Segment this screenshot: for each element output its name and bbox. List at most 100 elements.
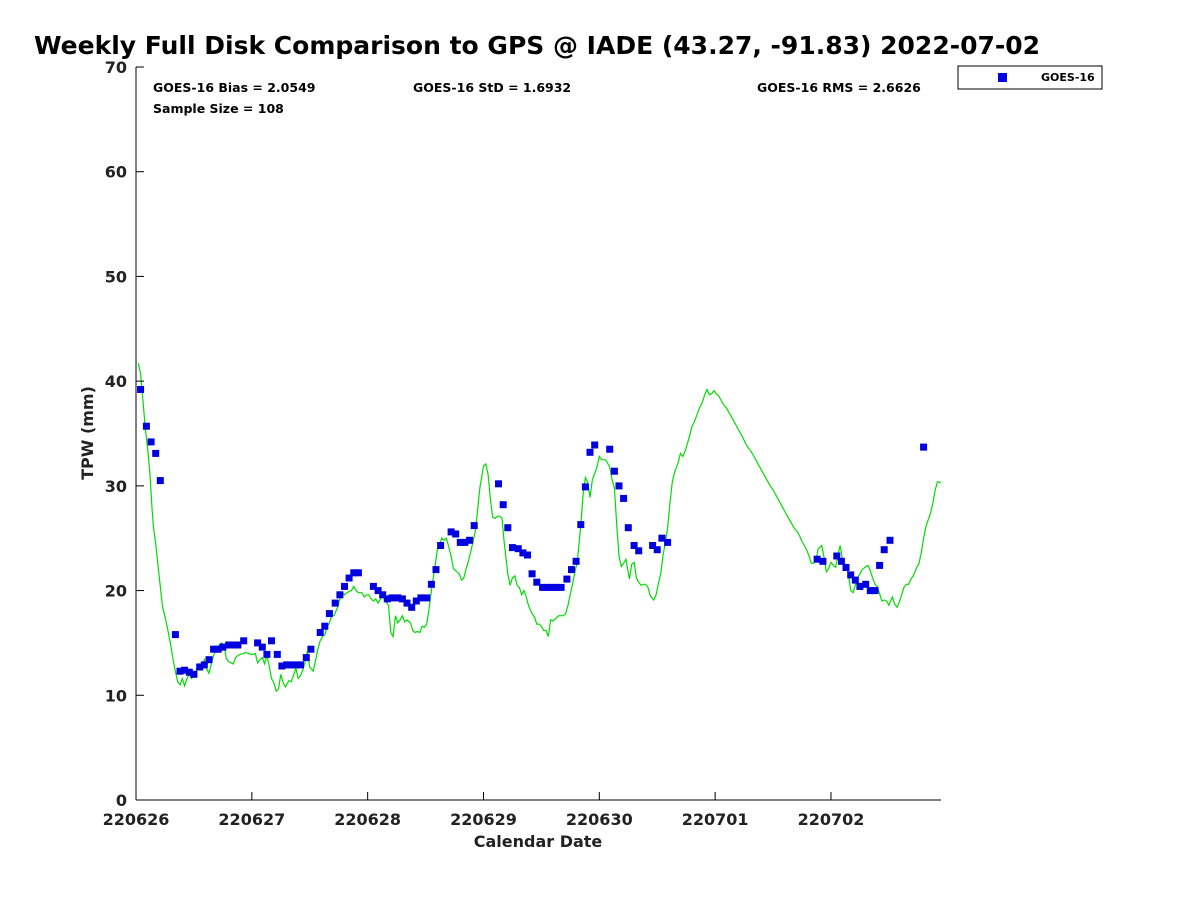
goes-data-point bbox=[383, 595, 391, 603]
y-axis: 0 10 20 30 40 50 60 70 bbox=[105, 58, 144, 810]
goes-data-point bbox=[876, 561, 884, 569]
goes-data-point bbox=[653, 546, 661, 554]
y-axis-label: TPW (mm) bbox=[78, 386, 97, 480]
goes-data-point bbox=[664, 538, 672, 546]
goes-data-point bbox=[514, 545, 522, 553]
goes-data-point bbox=[229, 641, 237, 649]
sample-size-annotation: Sample Size = 108 bbox=[153, 101, 284, 116]
goes-data-point bbox=[200, 661, 208, 669]
chart-title: Weekly Full Disk Comparison to GPS @ IAD… bbox=[34, 31, 1040, 60]
goes-data-point bbox=[524, 551, 531, 559]
goes-data-point bbox=[278, 662, 286, 670]
goes-data-point bbox=[456, 538, 464, 546]
goes-data-point bbox=[185, 668, 193, 676]
goes-data-point bbox=[847, 571, 855, 579]
goes-data-point bbox=[591, 441, 599, 449]
goes-data-point bbox=[427, 580, 435, 588]
goes-data-point bbox=[325, 610, 333, 618]
goes-data-point bbox=[341, 582, 348, 590]
goes-data-point bbox=[142, 422, 150, 430]
y-tick-label: 40 bbox=[105, 372, 127, 391]
goes-data-point bbox=[553, 583, 560, 591]
goes-data-point bbox=[181, 666, 189, 674]
goes-data-point bbox=[577, 521, 585, 529]
y-tick-label: 10 bbox=[105, 686, 127, 705]
goes-data-point bbox=[624, 524, 632, 532]
goes-data-point bbox=[606, 445, 614, 453]
goes-data-point bbox=[572, 557, 580, 565]
goes-data-point bbox=[461, 538, 469, 546]
goes-data-point bbox=[851, 576, 859, 584]
x-tick-label: 220628 bbox=[334, 810, 401, 829]
y-tick-label: 20 bbox=[105, 582, 127, 601]
goes-data-point bbox=[254, 639, 262, 647]
goes-data-point bbox=[214, 645, 222, 653]
goes-data-point bbox=[331, 599, 339, 607]
goes-data-point bbox=[388, 594, 396, 602]
goes-data-point bbox=[263, 650, 271, 658]
goes-data-point bbox=[258, 643, 266, 651]
goes-data-point bbox=[880, 546, 888, 554]
rms-annotation: GOES-16 RMS = 2.6626 bbox=[757, 80, 921, 95]
y-tick-label: 50 bbox=[105, 267, 127, 286]
goes-data-point bbox=[533, 578, 541, 586]
goes-data-point bbox=[234, 641, 242, 649]
goes-data-point bbox=[432, 566, 440, 574]
y-tick-label: 0 bbox=[116, 791, 127, 810]
goes-data-point bbox=[563, 575, 571, 583]
goes-data-point bbox=[819, 557, 827, 565]
goes-data-point bbox=[354, 569, 362, 577]
goes-data-point bbox=[287, 661, 295, 669]
goes-data-point bbox=[508, 544, 516, 552]
goes-data-point bbox=[297, 661, 304, 669]
goes-data-point bbox=[316, 629, 324, 636]
goes-data-point bbox=[171, 631, 179, 639]
goes-data-point bbox=[658, 534, 666, 542]
goes-data-point bbox=[292, 661, 300, 669]
goes-data-point bbox=[495, 480, 502, 488]
bias-annotation: GOES-16 Bias = 2.0549 bbox=[153, 80, 315, 95]
goes-data-point bbox=[225, 641, 233, 649]
goes-data-point bbox=[856, 582, 864, 590]
goes-data-point bbox=[813, 555, 821, 563]
legend-square-marker bbox=[998, 73, 1007, 82]
goes-data-point bbox=[190, 670, 198, 678]
goes-data-point bbox=[240, 637, 248, 645]
goes-data-point bbox=[615, 482, 623, 490]
goes-data-point bbox=[499, 501, 507, 509]
goes-data-point bbox=[837, 557, 845, 565]
y-tick-label: 30 bbox=[105, 477, 127, 496]
goes-data-point bbox=[630, 542, 638, 549]
goes-data-point bbox=[886, 536, 894, 544]
goes-data-point bbox=[833, 552, 841, 560]
goes-data-point bbox=[176, 667, 184, 675]
goes-data-point bbox=[519, 549, 527, 557]
goes-data-point bbox=[219, 643, 227, 651]
legend-label-goes: GOES-16 bbox=[1041, 71, 1095, 84]
gps-line bbox=[137, 363, 942, 693]
goes-data-point bbox=[210, 645, 218, 653]
goes-data-point bbox=[374, 587, 382, 595]
goes-data-point bbox=[620, 494, 628, 502]
goes-data-point bbox=[543, 583, 551, 591]
goes-data-point bbox=[862, 580, 870, 588]
goes-data-point bbox=[586, 448, 594, 456]
x-tick-label: 220629 bbox=[450, 810, 517, 829]
goes-data-point bbox=[417, 594, 425, 602]
gps-series bbox=[137, 363, 942, 693]
goes-data-point bbox=[205, 656, 213, 664]
goes-data-point bbox=[504, 524, 512, 532]
x-tick-label: 220627 bbox=[218, 810, 285, 829]
goes-data-point bbox=[447, 528, 455, 536]
goes-data-point bbox=[635, 547, 643, 555]
legend: GOES-16 bbox=[957, 65, 1103, 90]
x-tick-label: 220630 bbox=[566, 810, 633, 829]
plot-area bbox=[135, 67, 941, 801]
y-tick-label: 60 bbox=[105, 163, 127, 182]
goes-data-point bbox=[379, 591, 387, 599]
goes-data-point bbox=[412, 597, 420, 605]
goes-data-point bbox=[369, 582, 377, 590]
goes-data-point bbox=[610, 467, 618, 475]
goes-data-point bbox=[283, 661, 291, 669]
